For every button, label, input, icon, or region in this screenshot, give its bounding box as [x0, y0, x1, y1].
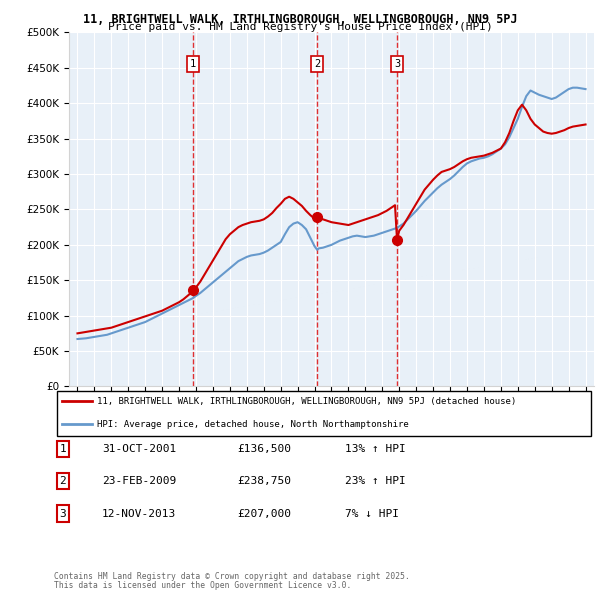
Text: 2: 2	[59, 476, 67, 486]
Text: Price paid vs. HM Land Registry's House Price Index (HPI): Price paid vs. HM Land Registry's House …	[107, 22, 493, 32]
Text: Contains HM Land Registry data © Crown copyright and database right 2025.: Contains HM Land Registry data © Crown c…	[54, 572, 410, 581]
FancyBboxPatch shape	[57, 391, 592, 436]
Text: 23-FEB-2009: 23-FEB-2009	[102, 476, 176, 486]
Text: 12-NOV-2013: 12-NOV-2013	[102, 509, 176, 519]
Text: 1: 1	[59, 444, 67, 454]
Text: 13% ↑ HPI: 13% ↑ HPI	[345, 444, 406, 454]
Text: 11, BRIGHTWELL WALK, IRTHLINGBOROUGH, WELLINGBOROUGH, NN9 5PJ: 11, BRIGHTWELL WALK, IRTHLINGBOROUGH, WE…	[83, 13, 517, 26]
Text: 3: 3	[59, 509, 67, 519]
Text: 11, BRIGHTWELL WALK, IRTHLINGBOROUGH, WELLINGBOROUGH, NN9 5PJ (detached house): 11, BRIGHTWELL WALK, IRTHLINGBOROUGH, WE…	[97, 397, 517, 406]
Text: 23% ↑ HPI: 23% ↑ HPI	[345, 476, 406, 486]
Text: 1: 1	[190, 60, 196, 69]
Text: £207,000: £207,000	[237, 509, 291, 519]
Text: 7% ↓ HPI: 7% ↓ HPI	[345, 509, 399, 519]
Text: £136,500: £136,500	[237, 444, 291, 454]
Text: This data is licensed under the Open Government Licence v3.0.: This data is licensed under the Open Gov…	[54, 581, 352, 589]
Text: 2: 2	[314, 60, 320, 69]
Text: £238,750: £238,750	[237, 476, 291, 486]
Text: 3: 3	[394, 60, 400, 69]
Text: 31-OCT-2001: 31-OCT-2001	[102, 444, 176, 454]
Text: HPI: Average price, detached house, North Northamptonshire: HPI: Average price, detached house, Nort…	[97, 419, 409, 429]
